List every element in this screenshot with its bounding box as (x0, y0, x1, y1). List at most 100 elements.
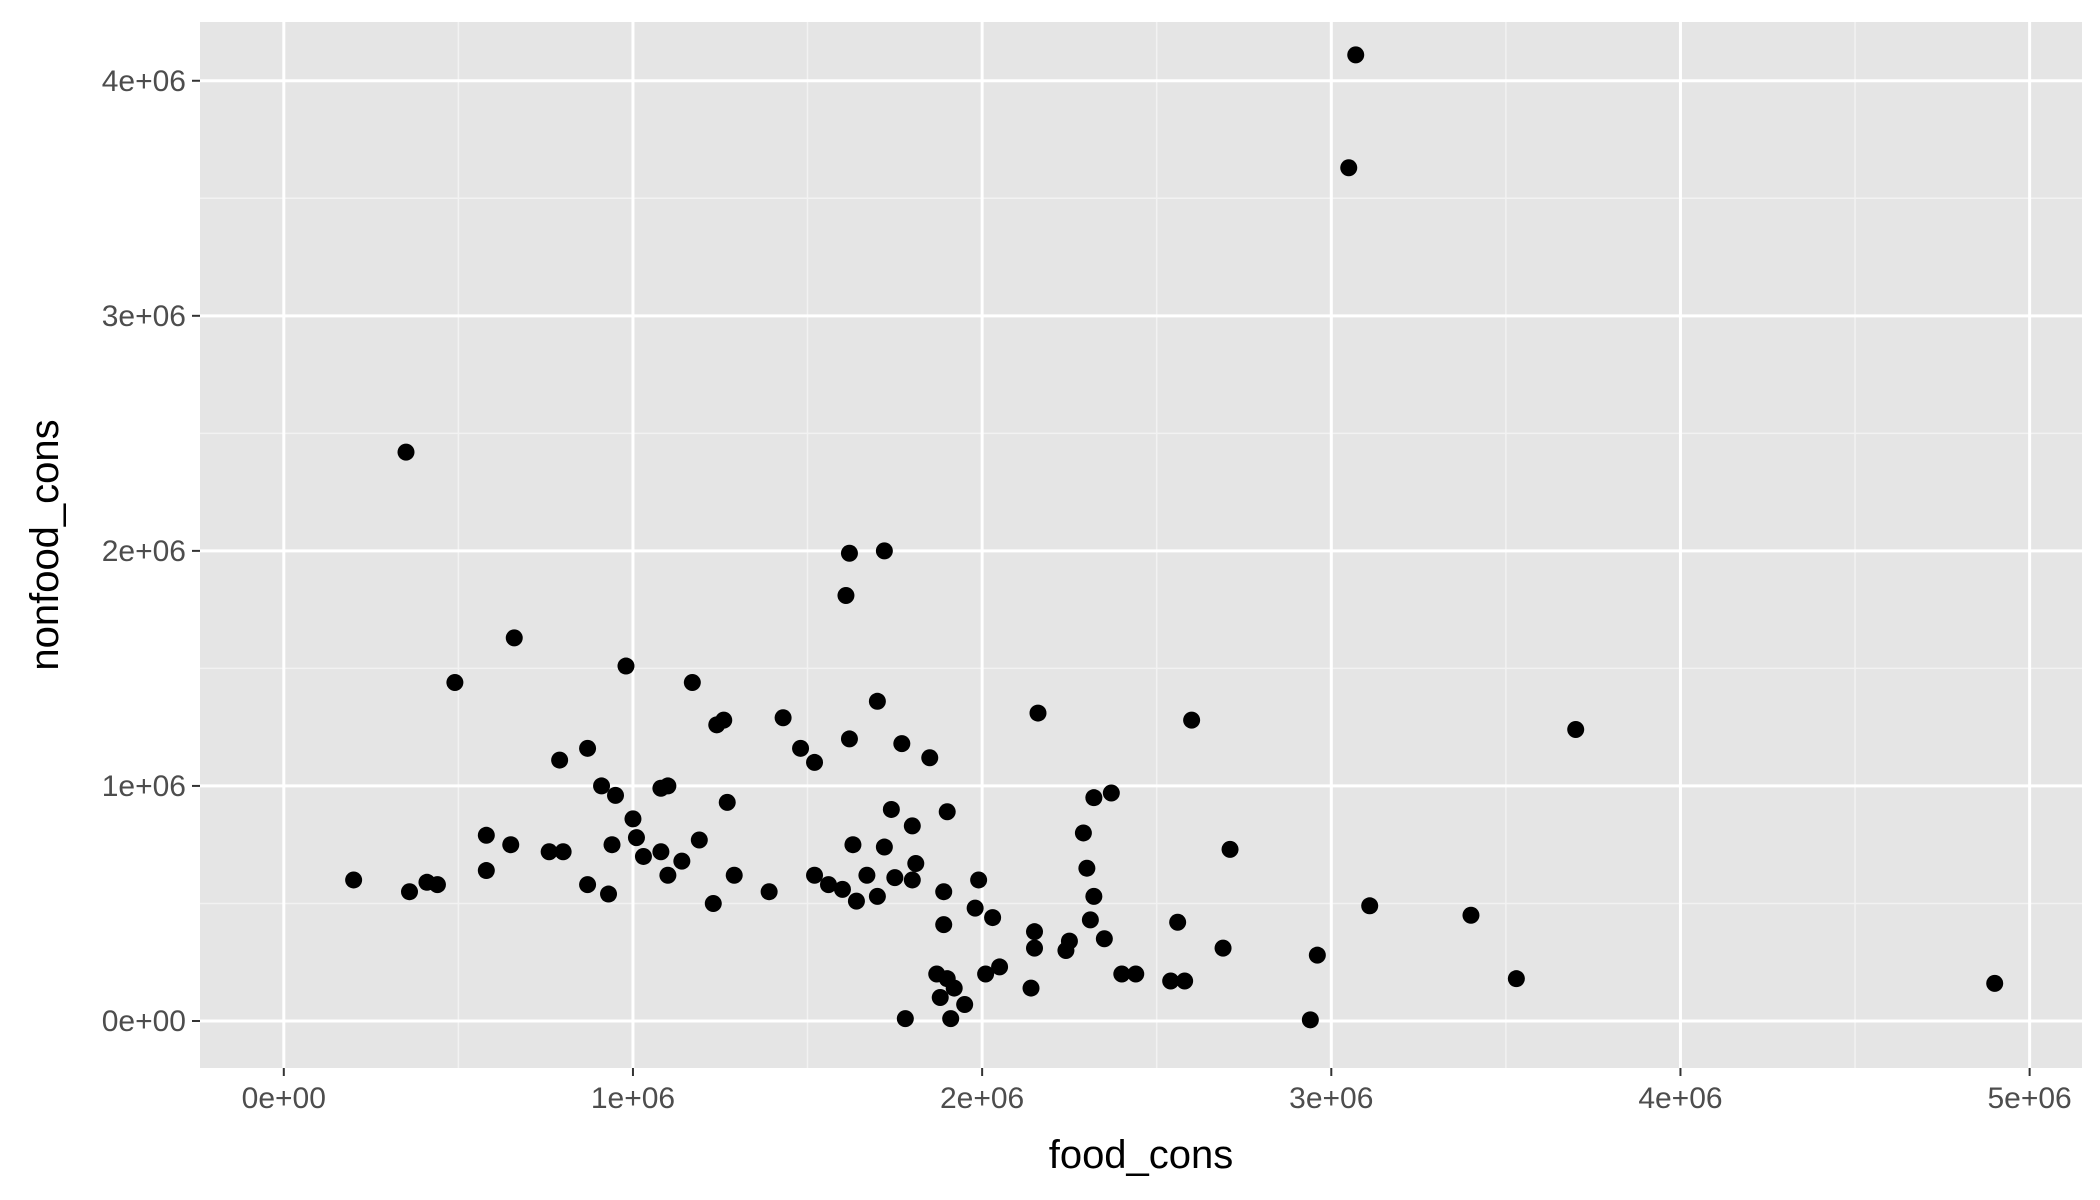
data-point (400, 883, 418, 901)
data-point (1113, 965, 1131, 983)
y-tick-label: 2e+06 (102, 535, 186, 568)
data-points (345, 46, 2004, 1029)
x-tick-label: 1e+06 (591, 1082, 675, 1115)
data-point (673, 852, 691, 870)
data-point (1347, 46, 1365, 64)
data-point (1078, 859, 1096, 877)
data-point (868, 692, 886, 710)
data-point (1214, 939, 1232, 957)
data-point (903, 871, 921, 889)
data-point (806, 753, 824, 771)
data-point (627, 829, 645, 847)
data-point (1567, 721, 1585, 739)
data-point (1176, 972, 1194, 990)
data-point (792, 739, 810, 757)
data-point (875, 838, 893, 856)
data-point (956, 996, 974, 1014)
data-point (970, 871, 988, 889)
x-tick-label: 5e+06 (1987, 1082, 2071, 1115)
data-point (858, 866, 876, 884)
data-point (607, 786, 625, 804)
y-tick-label: 4e+06 (102, 65, 186, 98)
data-point (1308, 946, 1326, 964)
data-point (1074, 824, 1092, 842)
data-point (938, 803, 956, 821)
data-point (725, 866, 743, 884)
data-point (882, 800, 900, 818)
data-point (600, 885, 618, 903)
data-point (921, 749, 939, 767)
data-point (593, 777, 611, 795)
data-point (690, 831, 708, 849)
data-point (683, 674, 701, 692)
data-point (1029, 704, 1047, 722)
data-point (1057, 941, 1075, 959)
data-point (847, 892, 865, 910)
data-point (819, 876, 837, 894)
y-tick-label: 1e+06 (102, 770, 186, 803)
x-tick-label: 2e+06 (940, 1082, 1024, 1115)
x-tick-label: 0e+00 (242, 1082, 326, 1115)
data-point (840, 730, 858, 748)
data-point (1340, 159, 1358, 177)
data-point (540, 843, 558, 861)
data-point (840, 544, 858, 562)
data-point (446, 674, 464, 692)
data-point (551, 751, 569, 769)
data-point (634, 847, 652, 865)
y-tick-label: 0e+00 (102, 1005, 186, 1038)
data-point (844, 836, 862, 854)
y-axis-ticks: 0e+00 1e+06 2e+06 3e+06 4e+06 (102, 65, 200, 1038)
y-axis-title: nonfood_cons (23, 419, 67, 670)
data-point (833, 880, 851, 898)
data-point (718, 793, 736, 811)
data-point (715, 711, 733, 729)
data-point (837, 587, 855, 605)
data-point (603, 836, 621, 854)
data-point (896, 1010, 914, 1028)
data-point (1026, 939, 1044, 957)
minor-gridlines (200, 22, 2082, 1068)
data-point (942, 1010, 960, 1028)
plot-panel (200, 22, 2082, 1068)
data-point (505, 629, 523, 647)
data-point (1301, 1011, 1319, 1029)
x-tick-label: 3e+06 (1289, 1082, 1373, 1115)
data-point (945, 979, 963, 997)
x-axis-title: food_cons (1049, 1133, 1234, 1177)
data-point (659, 866, 677, 884)
data-point (886, 869, 904, 887)
data-point (554, 843, 572, 861)
data-point (984, 909, 1002, 927)
data-point (907, 855, 925, 873)
data-point (617, 657, 635, 675)
data-point (1361, 897, 1379, 915)
data-point (1095, 930, 1113, 948)
data-point (659, 777, 677, 795)
data-point (477, 862, 495, 880)
data-point (579, 876, 597, 894)
data-point (935, 883, 953, 901)
data-point (428, 876, 446, 894)
data-point (1462, 906, 1480, 924)
data-point (903, 817, 921, 835)
data-point (1986, 974, 2004, 992)
data-point (977, 965, 995, 983)
data-point (1127, 965, 1145, 983)
data-point (1221, 840, 1239, 858)
data-point (1085, 789, 1103, 807)
major-gridlines (200, 22, 2082, 1068)
data-point (579, 739, 597, 757)
data-point (991, 958, 1009, 976)
data-point (1169, 913, 1187, 931)
data-point (502, 836, 520, 854)
data-point (868, 887, 886, 905)
data-point (1507, 970, 1525, 988)
data-point (893, 735, 911, 753)
data-point (760, 883, 778, 901)
y-tick-label: 3e+06 (102, 300, 186, 333)
data-point (1026, 923, 1044, 941)
data-point (1081, 911, 1099, 929)
